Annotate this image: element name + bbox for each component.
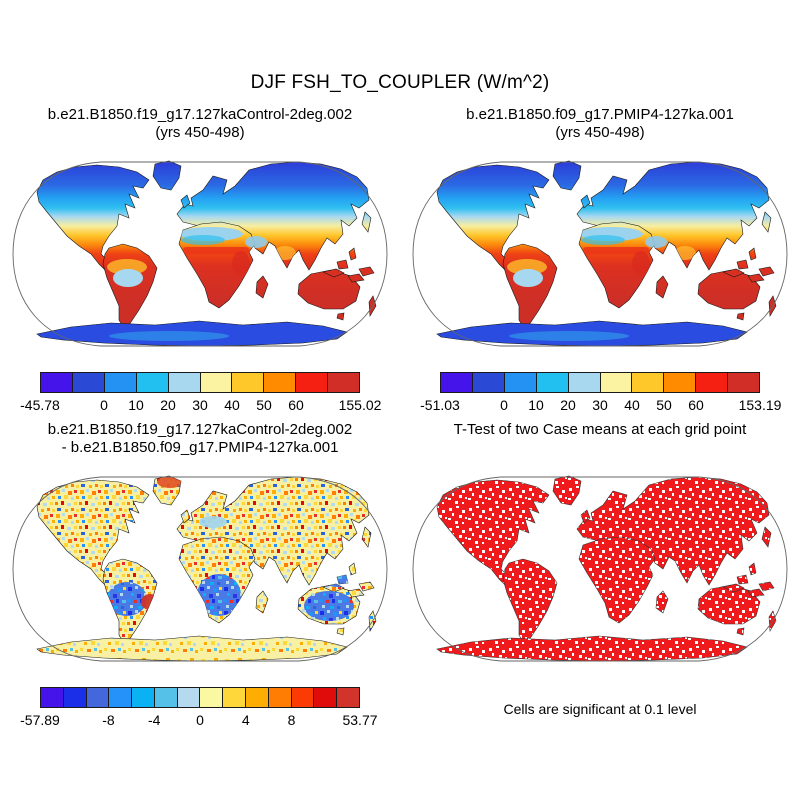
figure-title: DJF FSH_TO_COUPLER (W/m^2) bbox=[250, 72, 550, 93]
colorbar-cell bbox=[154, 688, 178, 707]
panel-title: b.e21.B1850.f19_g17.127kaControl-2deg.00… bbox=[7, 106, 393, 142]
colorbar-tick-label: -45.78 bbox=[20, 397, 60, 413]
colorbar-cell bbox=[268, 688, 292, 707]
colorbar-cell bbox=[314, 688, 338, 707]
colorbar-tick-label: 0 bbox=[100, 397, 108, 413]
panel-control-case: b.e21.B1850.f19_g17.127kaControl-2deg.00… bbox=[7, 106, 393, 420]
colorbar-tick-label: -8 bbox=[102, 712, 115, 728]
colorbar-tick-label: 60 bbox=[688, 397, 704, 413]
colorbar-tick-label: -57.89 bbox=[20, 712, 60, 728]
colorbar-cells bbox=[40, 687, 360, 708]
panel-difference: b.e21.B1850.f19_g17.127kaControl-2deg.00… bbox=[7, 421, 393, 735]
map-difference bbox=[12, 465, 388, 662]
map-pmip4-case bbox=[412, 150, 788, 347]
colorbar-cell bbox=[536, 373, 569, 392]
colorbar-cell bbox=[472, 373, 505, 392]
colorbar-cell bbox=[296, 373, 329, 392]
colorbar-tick-label: 10 bbox=[528, 397, 544, 413]
colorbar-tick-label: 155.02 bbox=[338, 397, 382, 413]
colorbar-cell bbox=[504, 373, 537, 392]
significance-caption: Cells are significant at 0.1 level bbox=[503, 701, 697, 717]
colorbar-cell bbox=[63, 688, 87, 707]
continents bbox=[436, 476, 776, 662]
colorbar-tick-label: 30 bbox=[192, 397, 208, 413]
colorbar-cell bbox=[177, 688, 201, 707]
colorbar-cell bbox=[728, 373, 760, 392]
colorbar-cell bbox=[109, 688, 133, 707]
panel-title: T-Test of two Case means at each grid po… bbox=[407, 421, 793, 457]
colorbar-tick-label: 30 bbox=[592, 397, 608, 413]
panel-ttest: T-Test of two Case means at each grid po… bbox=[407, 421, 793, 717]
colorbar-difference: -57.89 -8 -4 0 4 8 53.77 bbox=[20, 687, 378, 735]
panel-title: b.e21.B1850.f19_g17.127kaControl-2deg.00… bbox=[7, 421, 393, 457]
colorbar-cell bbox=[632, 373, 665, 392]
colorbar-tick-label: 20 bbox=[560, 397, 576, 413]
colorbar-cell bbox=[72, 373, 105, 392]
colorbar-cell bbox=[86, 688, 110, 707]
panel-title-line1: b.e21.B1850.f19_g17.127kaControl-2deg.00… bbox=[47, 421, 353, 438]
map-ttest bbox=[412, 465, 788, 662]
colorbar-tick-label: 20 bbox=[160, 397, 176, 413]
colorbar-cell bbox=[223, 688, 247, 707]
colorbar-tick-label: 40 bbox=[624, 397, 640, 413]
colorbar-cell bbox=[328, 373, 360, 392]
panel-title: b.e21.B1850.f09_g17.PMIP4-127ka.001 (yrs… bbox=[407, 106, 793, 142]
colorbar-tick-label: 53.77 bbox=[342, 712, 378, 728]
colorbar-cell bbox=[41, 373, 73, 392]
colorbar-tick-label: 10 bbox=[128, 397, 144, 413]
panel-title-line2: - b.e21.B1850.f09_g17.PMIP4-127ka.001 bbox=[61, 439, 339, 456]
colorbar-cells bbox=[40, 372, 360, 393]
colorbar-cell bbox=[600, 373, 633, 392]
colorbar-cell bbox=[441, 373, 473, 392]
colorbar-cell bbox=[232, 373, 265, 392]
colorbar-cell bbox=[291, 688, 315, 707]
colorbar-tick-label: 8 bbox=[287, 712, 296, 728]
colorbar-cell bbox=[664, 373, 697, 392]
panel-title-line1: b.e21.B1850.f09_g17.PMIP4-127ka.001 bbox=[466, 106, 734, 123]
colorbar-tick-label: 0 bbox=[500, 397, 508, 413]
colorbar-tick-label: 4 bbox=[241, 712, 250, 728]
panel-title-line2: T-Test of two Case means at each grid po… bbox=[453, 421, 747, 438]
colorbar-cell bbox=[264, 373, 297, 392]
colorbar-cell bbox=[41, 688, 64, 707]
panel-title-line2: (yrs 450-498) bbox=[555, 124, 645, 141]
colorbar-cell bbox=[104, 373, 137, 392]
colorbar-tick-label: 50 bbox=[656, 397, 672, 413]
colorbar-pmip4-case: -51.03 0 10 20 30 40 50 60 153.19 bbox=[420, 372, 781, 420]
colorbar-tick-label: 50 bbox=[256, 397, 272, 413]
colorbar-tick-label: -51.03 bbox=[420, 397, 460, 413]
map-control-case bbox=[12, 150, 388, 347]
colorbar-cells bbox=[440, 372, 760, 393]
colorbar-tick-label: 60 bbox=[288, 397, 304, 413]
colorbar-tick-label: 0 bbox=[196, 712, 204, 728]
antarctica bbox=[436, 635, 748, 662]
colorbar-cell bbox=[696, 373, 729, 392]
colorbar-tick-label: 40 bbox=[224, 397, 240, 413]
colorbar-cell bbox=[200, 688, 224, 707]
colorbar-cell bbox=[132, 688, 155, 707]
continents bbox=[36, 476, 376, 662]
colorbar-control-case: -45.78 0 10 20 30 40 50 60 155.02 bbox=[20, 372, 381, 420]
colorbar-cell bbox=[246, 688, 269, 707]
colorbar-cell bbox=[568, 373, 601, 392]
colorbar-cell bbox=[136, 373, 169, 392]
colorbar-tick-label: -4 bbox=[148, 712, 161, 728]
panel-title-line1: b.e21.B1850.f19_g17.127kaControl-2deg.00… bbox=[47, 106, 353, 123]
colorbar-cell bbox=[200, 373, 233, 392]
panel-title-line2: (yrs 450-498) bbox=[155, 124, 245, 141]
colorbar-tick-label: 153.19 bbox=[738, 397, 782, 413]
colorbar-cell bbox=[337, 688, 359, 707]
antarctica bbox=[36, 635, 348, 662]
colorbar-cell bbox=[168, 373, 201, 392]
panel-pmip4-case: b.e21.B1850.f09_g17.PMIP4-127ka.001 (yrs… bbox=[407, 106, 793, 420]
